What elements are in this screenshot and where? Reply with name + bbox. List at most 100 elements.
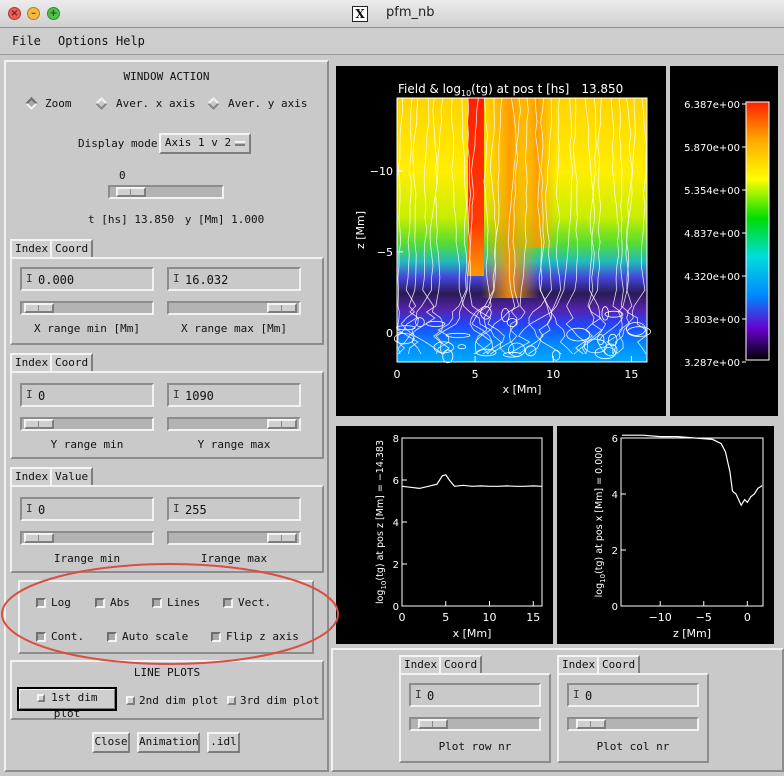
menu-options[interactable]: Options bbox=[58, 34, 109, 48]
minimize-window-button[interactable]: – bbox=[27, 7, 40, 20]
row-plot-xlabel: x [Mm] bbox=[453, 627, 492, 640]
control-panel: WINDOW ACTION Zoom Aver. x axis Aver. y … bbox=[4, 60, 329, 772]
x-range-max-input[interactable]: I 16.032 bbox=[167, 267, 301, 291]
tab-col-coord[interactable]: Coord bbox=[597, 655, 641, 673]
3rd-dim-plot-toggle[interactable] bbox=[227, 696, 236, 705]
field-line bbox=[451, 97, 502, 355]
plot-row-slider[interactable] bbox=[409, 717, 541, 731]
i-range-max-input[interactable]: I 255 bbox=[167, 497, 301, 521]
tab-i-value[interactable]: Value bbox=[50, 467, 94, 485]
abs-checkbox[interactable] bbox=[95, 598, 105, 608]
time-slider[interactable] bbox=[108, 185, 224, 199]
field-line bbox=[612, 97, 630, 355]
zoom-radio[interactable] bbox=[25, 97, 38, 110]
x-range-min-value: 0.000 bbox=[38, 273, 75, 287]
field-loop bbox=[442, 349, 454, 364]
flip-z-checkbox[interactable] bbox=[211, 632, 221, 642]
close-button[interactable]: Close bbox=[92, 732, 130, 753]
x-range-min-slider[interactable] bbox=[20, 301, 154, 315]
plot-row-thumb[interactable] bbox=[417, 719, 448, 729]
x-range-group: I 0.000 I 16.032 X range min [Mm] X range … bbox=[10, 257, 324, 345]
plot-col-thumb[interactable] bbox=[575, 719, 606, 729]
ytick-label: 6 bbox=[612, 434, 618, 445]
col-plot-svg: −10 −5 0 6 4 2 0 z [Mm] log10(tg) at pos x [Mm… bbox=[594, 434, 764, 640]
tab-row-index[interactable]: Index bbox=[399, 655, 443, 673]
tab-col-index[interactable]: Index bbox=[557, 655, 601, 673]
x-range-min-thumb[interactable] bbox=[24, 303, 54, 313]
maximize-window-button[interactable]: + bbox=[47, 7, 60, 20]
x-range-max-thumb[interactable] bbox=[267, 303, 297, 313]
main-ytick-label: −5 bbox=[377, 246, 393, 259]
tab-y-coord[interactable]: Coord bbox=[50, 353, 94, 371]
auto-scale-checkbox[interactable] bbox=[107, 632, 117, 642]
main-ytick-label: 0 bbox=[386, 327, 393, 340]
cont-checkbox[interactable] bbox=[36, 632, 46, 642]
tab-i-index[interactable]: Index bbox=[10, 467, 54, 485]
x-range-min-input[interactable]: I 0.000 bbox=[20, 267, 154, 291]
tab-row-coord[interactable]: Coord bbox=[439, 655, 483, 673]
main-plot-canvas[interactable]: Field & log10(tg) at pos t [hs] 13.850 0 5… bbox=[336, 66, 666, 416]
tab-y-index[interactable]: Index bbox=[10, 353, 54, 371]
aver-y-radio[interactable] bbox=[207, 97, 220, 110]
menu-help[interactable]: Help bbox=[116, 34, 145, 48]
field-line bbox=[397, 97, 438, 355]
2nd-dim-plot-toggle[interactable] bbox=[126, 696, 135, 705]
y-range-max-slider[interactable] bbox=[167, 417, 301, 431]
xtick-label: −5 bbox=[696, 611, 712, 624]
i-range-max-slider[interactable] bbox=[167, 531, 301, 545]
y-range-max-value: 1090 bbox=[185, 389, 214, 403]
plot-col-slider[interactable] bbox=[567, 717, 699, 731]
col-plot-canvas[interactable]: −10 −5 0 6 4 2 0 z [Mm] log10(tg) at pos x [Mm… bbox=[557, 426, 774, 644]
field-loop bbox=[506, 318, 518, 328]
field-line bbox=[507, 97, 522, 355]
tab-x-index[interactable]: Index bbox=[10, 239, 54, 257]
xtick-label: 0 bbox=[744, 611, 751, 624]
row-plot-axes: 0 5 10 15 8 6 4 2 0 bbox=[393, 434, 541, 624]
field-line bbox=[422, 97, 450, 355]
animation-button[interactable]: Animation bbox=[137, 732, 200, 753]
row-plot-canvas[interactable]: 0 5 10 15 8 6 4 2 0 x [Mm] log10(tg) at pos z [M… bbox=[336, 426, 553, 644]
display-mode-select[interactable]: Axis 1 v 2 bbox=[159, 133, 251, 154]
log-checkbox[interactable] bbox=[36, 598, 46, 608]
vect-checkbox[interactable] bbox=[223, 598, 233, 608]
tab-x-coord[interactable]: Coord bbox=[50, 239, 94, 257]
aver-x-label: Aver. x axis bbox=[116, 97, 196, 110]
field-line bbox=[435, 97, 468, 355]
y-range-min-slider[interactable] bbox=[20, 417, 154, 431]
field-loop bbox=[503, 351, 522, 358]
colorbar-tick-label: 3.287e+00 bbox=[684, 358, 740, 369]
i-range-max-thumb[interactable] bbox=[267, 533, 297, 543]
y-range-max-thumb[interactable] bbox=[267, 419, 297, 429]
colorbar-tick-label: 4.837e+00 bbox=[684, 229, 740, 240]
heatmap-hot-column bbox=[468, 98, 484, 276]
text-cursor-icon: I bbox=[26, 502, 33, 515]
window-title: pfm_nb bbox=[386, 5, 435, 20]
menu-file[interactable]: File bbox=[12, 34, 41, 48]
close-window-button[interactable]: × bbox=[8, 7, 21, 20]
idl-button[interactable]: .idl bbox=[207, 732, 240, 753]
1st-dim-plot-button[interactable]: 1st dim plot bbox=[17, 687, 117, 720]
3rd-dim-plot-label[interactable]: 3rd dim plot bbox=[240, 694, 320, 707]
main-ytick-label: −10 bbox=[370, 165, 393, 178]
main-plot-title: Field & log10(tg) at pos t [hs] 13.850 bbox=[398, 82, 623, 98]
i-range-min-slider[interactable] bbox=[20, 531, 154, 545]
lines-checkbox[interactable] bbox=[152, 598, 162, 608]
i-range-min-thumb[interactable] bbox=[24, 533, 54, 543]
display-mode-label: Display mode bbox=[78, 137, 158, 150]
y-range-max-input[interactable]: I 1090 bbox=[167, 383, 301, 407]
zoom-label: Zoom bbox=[45, 97, 72, 110]
2nd-dim-plot-label[interactable]: 2nd dim plot bbox=[139, 694, 219, 707]
field-line bbox=[528, 97, 562, 355]
y-range-min-thumb[interactable] bbox=[24, 419, 54, 429]
time-slider-thumb[interactable] bbox=[116, 187, 146, 197]
aver-x-radio[interactable] bbox=[95, 97, 108, 110]
ytick-label: 0 bbox=[393, 602, 399, 613]
field-line bbox=[573, 97, 607, 355]
field-loop bbox=[551, 349, 561, 361]
x-range-max-slider[interactable] bbox=[167, 301, 301, 315]
